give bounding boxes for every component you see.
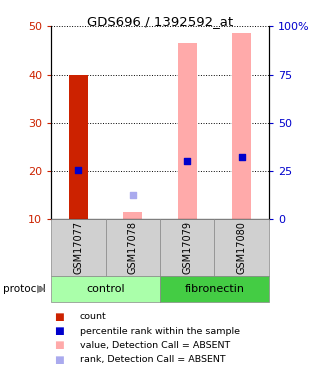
Text: GSM17080: GSM17080 (236, 221, 247, 274)
Bar (160, 276, 269, 302)
Text: rank, Detection Call = ABSENT: rank, Detection Call = ABSENT (80, 355, 226, 364)
Bar (160, 219, 214, 276)
Text: ■: ■ (54, 326, 64, 336)
Bar (106, 219, 160, 276)
Bar (51, 219, 106, 276)
Text: ■: ■ (54, 340, 64, 350)
Text: GSM17079: GSM17079 (182, 221, 192, 274)
Text: ▶: ▶ (37, 284, 45, 294)
Bar (51, 276, 160, 302)
Text: value, Detection Call = ABSENT: value, Detection Call = ABSENT (80, 341, 230, 350)
Point (239, 154, 244, 160)
Text: fibronectin: fibronectin (184, 284, 244, 294)
Bar (123, 212, 142, 219)
Bar (69, 75, 88, 219)
Text: GSM17078: GSM17078 (128, 221, 138, 274)
Point (185, 158, 190, 164)
Text: count: count (80, 312, 107, 321)
Text: percentile rank within the sample: percentile rank within the sample (80, 327, 240, 336)
Bar (214, 219, 269, 276)
Text: control: control (86, 284, 125, 294)
Bar (232, 33, 251, 219)
Text: GSM17077: GSM17077 (73, 221, 84, 274)
Text: GDS696 / 1392592_at: GDS696 / 1392592_at (87, 15, 233, 28)
Text: ■: ■ (54, 312, 64, 322)
Text: ■: ■ (54, 355, 64, 364)
Point (76, 166, 81, 172)
Point (130, 192, 135, 198)
Text: protocol: protocol (3, 284, 46, 294)
Bar (178, 43, 197, 219)
